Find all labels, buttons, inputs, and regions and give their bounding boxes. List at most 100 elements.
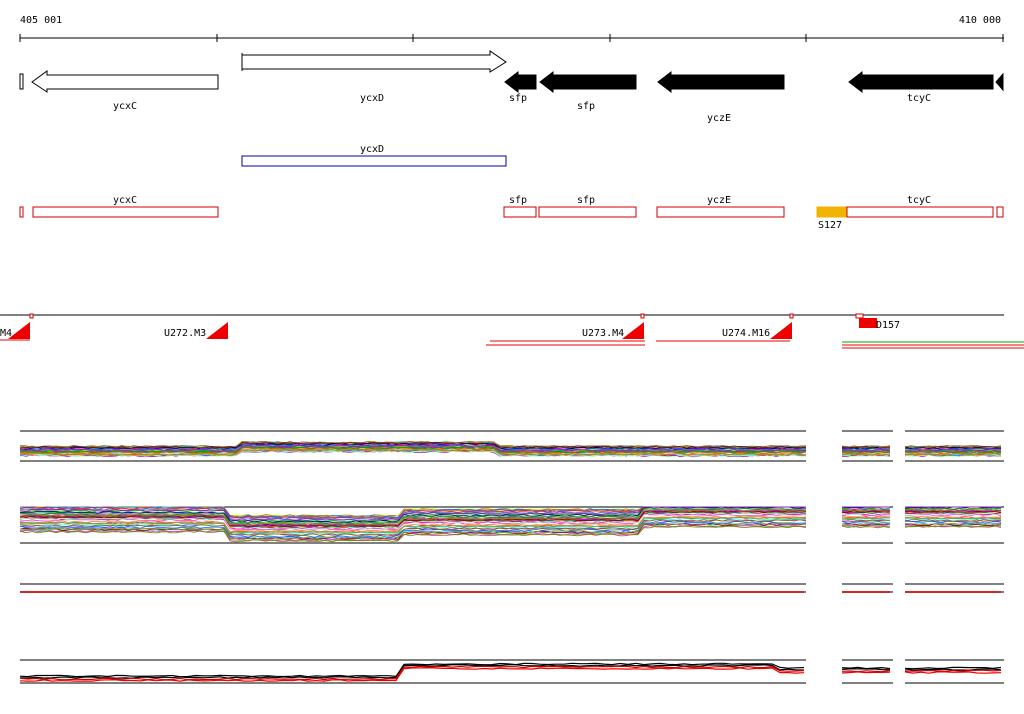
segment-label-u274: U274.M16	[722, 328, 770, 339]
segment-label-m4: M4	[0, 328, 12, 339]
profile-line	[19, 447, 807, 454]
summary-line	[904, 666, 1002, 670]
gene-arrow-sfp-b[interactable]	[539, 70, 637, 94]
segment-flag[interactable]	[770, 322, 792, 339]
segment-flag[interactable]	[8, 322, 30, 339]
profile-line	[841, 525, 891, 529]
profile-line	[841, 524, 891, 528]
cds-box-ycxC[interactable]	[32, 206, 219, 218]
segment-marker	[789, 313, 794, 319]
profile-line	[841, 521, 891, 524]
transcript-track: ycxD	[241, 144, 507, 167]
segment-label-u272: U272.M3	[164, 328, 206, 339]
profile-line	[19, 521, 807, 538]
transcript-label-ycxD: ycxD	[360, 144, 384, 155]
profile-line	[841, 519, 890, 523]
profile-line	[904, 522, 1002, 526]
cds-label-yczE: yczE	[707, 195, 731, 206]
cds-box-sfp-a[interactable]	[503, 206, 537, 218]
segment-marker	[855, 313, 864, 319]
transcript-box-ycxD[interactable]	[241, 155, 507, 167]
profile-line	[19, 441, 807, 449]
profile-line	[841, 452, 891, 456]
profile-line	[904, 454, 1002, 458]
summary-line	[841, 671, 891, 674]
profile-line	[841, 508, 891, 511]
cds-label-tcyC: tcyC	[907, 195, 931, 206]
gene-arrow-stub-right[interactable]	[995, 72, 1004, 92]
gene-label-sfp-a: sfp	[509, 93, 527, 104]
profile-line	[19, 513, 806, 531]
profile-line	[904, 525, 1002, 528]
segment-label-d157: D157	[876, 320, 900, 331]
segment-marker-d157[interactable]	[859, 318, 877, 328]
profile-line	[19, 506, 807, 523]
gene-arrow-tcyC[interactable]	[848, 70, 994, 94]
cds-box-yczE[interactable]	[656, 206, 785, 218]
segment-flag[interactable]	[206, 322, 228, 339]
profile-line	[904, 448, 1002, 452]
profile-line	[19, 448, 807, 456]
cds-box-tcyC[interactable]	[846, 206, 994, 218]
gene-label-ycxC: ycxC	[113, 101, 137, 112]
gene-label-sfp-b: sfp	[577, 101, 595, 112]
segment-track: M4 U272.M3 U273.M4 U274.M16 D157	[0, 313, 1024, 349]
profile-line	[19, 525, 807, 543]
profile-line	[904, 513, 1002, 517]
summary-line	[19, 667, 805, 682]
cds-marker-label: S127	[818, 220, 842, 231]
profile-line	[841, 509, 891, 512]
profile-line	[841, 516, 890, 520]
profile-line	[905, 512, 1002, 516]
segment-marker	[29, 313, 34, 319]
gene-track: ycxC ycxD sfp sfp yczE tcyC	[19, 50, 1004, 124]
profile-line	[19, 522, 807, 540]
summary-line	[904, 671, 1002, 674]
profile-line	[841, 451, 891, 454]
gene-label-tcyC: tcyC	[907, 93, 931, 104]
cds-box-stub-right[interactable]	[996, 206, 1004, 218]
cds-label-sfp-b: sfp	[577, 195, 595, 206]
summary-line	[841, 669, 891, 673]
profile-line	[904, 516, 1002, 520]
profile-line	[19, 515, 807, 533]
gene-stub[interactable]	[19, 73, 24, 90]
ruler-start-label: 405 001	[20, 15, 62, 26]
profile-line	[841, 454, 891, 458]
profile-line	[841, 522, 891, 526]
gene-arrow-sfp-a[interactable]	[504, 70, 537, 94]
cds-box-stub[interactable]	[19, 206, 24, 218]
summary-line	[904, 669, 1002, 673]
profile-line	[841, 448, 891, 452]
profile-line	[19, 519, 807, 536]
gene-arrow-ycxD[interactable]	[241, 50, 507, 73]
segment-label-u273: U273.M4	[582, 328, 624, 339]
profile-line	[841, 447, 891, 451]
profile-line	[904, 507, 1002, 511]
segment-flag[interactable]	[622, 322, 644, 339]
summary-line	[19, 665, 805, 681]
profile-line	[842, 446, 891, 449]
profile-line	[19, 512, 807, 530]
profile-line	[904, 512, 1001, 516]
gene-label-yczE: yczE	[707, 113, 731, 124]
coordinate-ruler: 405 001 410 000	[19, 15, 1004, 42]
segment-marker	[640, 313, 645, 319]
cds-label-ycxC: ycxC	[113, 195, 137, 206]
profile-line	[19, 444, 807, 452]
profile-line	[19, 508, 807, 526]
profile-line	[904, 452, 1002, 456]
profile-line	[904, 523, 1002, 526]
gene-arrow-ycxC[interactable]	[31, 70, 219, 93]
profile-line	[841, 512, 891, 516]
profile-line	[841, 519, 891, 522]
summary-line	[841, 668, 891, 671]
profile-line	[904, 519, 1002, 522]
cds-marker-S127[interactable]	[816, 206, 848, 218]
profile-line	[905, 515, 1002, 519]
cds-box-sfp-b[interactable]	[538, 206, 637, 218]
cds-track: ycxC sfp sfp yczE S127 tcyC	[19, 195, 1004, 231]
profile-line	[841, 515, 891, 519]
gene-arrow-yczE[interactable]	[657, 70, 785, 94]
gene-label-ycxD: ycxD	[360, 93, 384, 104]
